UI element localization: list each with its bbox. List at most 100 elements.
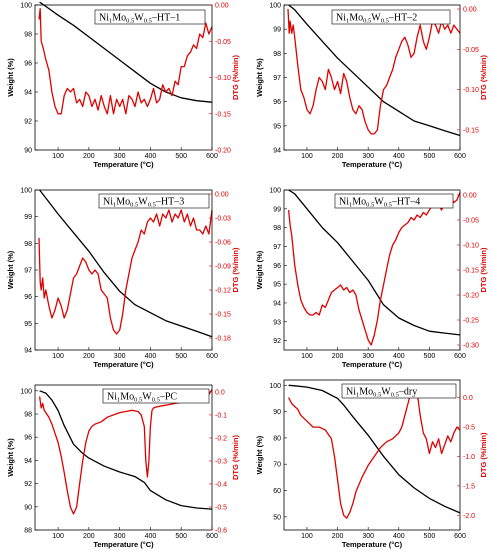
y2-tick-label: 0.0 <box>215 389 225 396</box>
y2-tick-label: -0.05 <box>463 47 479 54</box>
legend-label: Ni1Mo0.5W0.5–HT–1 <box>99 13 180 25</box>
legend-part: Mo <box>120 392 134 403</box>
y2-tick-label: -0.15 <box>215 111 231 118</box>
dtg-curve <box>287 192 461 346</box>
y-axis-title: Weight (%) <box>255 58 264 97</box>
legend-label: Ni1Mo0.5W0.5–HT–4 <box>339 197 420 209</box>
x-tick-label: 200 <box>83 533 95 540</box>
legend-part: W <box>371 13 381 24</box>
y-tick-label: 100 <box>269 3 281 10</box>
y-axis-title: Weight (%) <box>6 438 15 477</box>
y-tick-label: 100 <box>20 3 32 10</box>
y-axis-title: Weight (%) <box>6 250 15 289</box>
chart-panel-2: 100 200 300 400 500 600 94 95 96 97 98 99 100 0.00 -0.… <box>255 3 488 170</box>
y-tick-label: 100 <box>269 383 281 390</box>
weight-curve <box>39 189 213 338</box>
legend-part: Mo <box>359 387 373 398</box>
x-tick-label: 200 <box>83 153 95 160</box>
weight-curve <box>39 390 213 510</box>
x-tick-label: 300 <box>114 153 126 160</box>
weight-curve <box>288 384 461 514</box>
y-tick-label: 100 <box>20 388 32 395</box>
y-tick-label: 92 <box>24 481 32 488</box>
x-axis-title: Temperature (°C) <box>93 160 154 169</box>
y-tick-label: 94 <box>24 348 32 355</box>
y2-tick-label: 0.0 <box>463 395 473 402</box>
legend-subscript: 1 <box>113 202 116 209</box>
y2-tick-label: -0.05 <box>215 39 231 46</box>
x-tick-label: 100 <box>52 533 64 540</box>
legend-subscript: 0.5 <box>391 392 399 399</box>
dtg-curve <box>38 389 213 515</box>
x-axis-title: Temperature (°C) <box>342 360 403 369</box>
x-tick-label: 300 <box>362 353 374 360</box>
legend-label: Ni1Mo0.5W0.5–HT–3 <box>103 197 184 209</box>
x-axis-title: Temperature (°C) <box>342 540 403 549</box>
legend-subscript: 0.5 <box>148 202 156 209</box>
y-tick-label: 97 <box>273 244 281 251</box>
legend-part: W <box>374 197 384 208</box>
legend-box <box>334 193 454 209</box>
y-tick-label: 60 <box>273 488 281 495</box>
legend-subscript: 0.5 <box>381 18 389 25</box>
x-tick-label: 300 <box>114 353 126 360</box>
y2-tick-label: -0.1 <box>215 412 227 419</box>
legend-box <box>102 388 210 404</box>
y-tick-label: 100 <box>269 188 281 195</box>
y-tick-label: 93 <box>273 319 281 326</box>
chart-panel-4: 100 200 300 400 500 600 92 93 94 95 96 97 98 99 100 0.0… <box>255 188 488 370</box>
x-tick-label: 500 <box>424 533 436 540</box>
legend-subscript: 0.5 <box>134 397 142 404</box>
y2-tick-label: -0.25 <box>463 318 479 325</box>
y-tick-label: 98 <box>273 225 281 232</box>
chart-panel-5: 100 200 300 400 500 600 88 90 92 94 96 98 100 0.0 -0.1… <box>6 384 240 549</box>
y2-tick-label: -0.5 <box>463 425 475 432</box>
y2-axis-title: DTG (%/min) <box>231 247 240 292</box>
y-tick-label: 96 <box>24 435 32 442</box>
y2-tick-label: -0.15 <box>463 268 479 275</box>
legend-label: Ni1Mo0.5W0.5–PC <box>107 392 177 404</box>
y-tick-label: 95 <box>273 123 281 130</box>
y2-axis-title: DTG (%/min) <box>479 55 488 100</box>
chart-panel-6: 100 200 300 400 500 600 50 60 70 80 90 100 0.0 -0.5 -1… <box>255 379 488 549</box>
weight-curve <box>288 4 461 137</box>
y-tick-label: 94 <box>24 90 32 97</box>
x-tick-label: 400 <box>393 153 405 160</box>
legend-label: Ni1Mo0.5W0.5–dry <box>346 387 417 399</box>
y-tick-label: 96 <box>24 61 32 68</box>
y2-axis-title: DTG (%/min) <box>231 435 240 480</box>
x-tick-label: 300 <box>114 533 126 540</box>
y-tick-label: 70 <box>273 462 281 469</box>
x-tick-label: 400 <box>145 533 157 540</box>
x-tick-label: 200 <box>83 353 95 360</box>
x-tick-label: 600 <box>206 533 218 540</box>
x-tick-label: 500 <box>424 353 436 360</box>
legend-part: W <box>381 387 391 398</box>
x-tick-label: 100 <box>301 533 313 540</box>
y-tick-label: 99 <box>24 214 32 221</box>
y2-tick-label: -0.15 <box>463 127 479 134</box>
legend-part: Ni <box>107 392 117 403</box>
y2-tick-label: -0.03 <box>215 216 231 223</box>
y2-tick-label: -0.09 <box>215 264 231 271</box>
y2-tick-label: 0.00 <box>463 193 477 200</box>
legend-part: W <box>134 13 144 24</box>
y-tick-label: 98 <box>24 32 32 39</box>
y-tick-label: 90 <box>273 409 281 416</box>
y-axis-title: Weight (%) <box>6 58 15 97</box>
plot-frame <box>34 189 213 351</box>
x-axis-title: Temperature (°C) <box>93 360 154 369</box>
legend-box <box>331 9 451 25</box>
dtg-curve <box>38 7 213 115</box>
y-tick-label: 99 <box>273 206 281 213</box>
legend-part: Mo <box>352 197 366 208</box>
y2-axis-title: DTG (%/min) <box>479 432 488 477</box>
legend-label: Ni1Mo0.5W0.5–HT–2 <box>336 13 417 25</box>
y-tick-label: 80 <box>273 435 281 442</box>
y-tick-label: 94 <box>273 300 281 307</box>
x-tick-label: 600 <box>454 533 466 540</box>
y2-tick-label: -0.06 <box>215 240 231 247</box>
y2-tick-label: -0.2 <box>215 435 227 442</box>
x-axis-title: Temperature (°C) <box>93 540 154 549</box>
